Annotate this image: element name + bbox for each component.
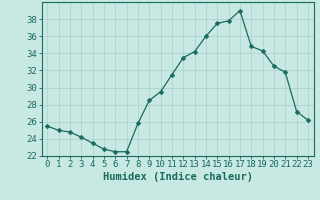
- X-axis label: Humidex (Indice chaleur): Humidex (Indice chaleur): [103, 172, 252, 182]
